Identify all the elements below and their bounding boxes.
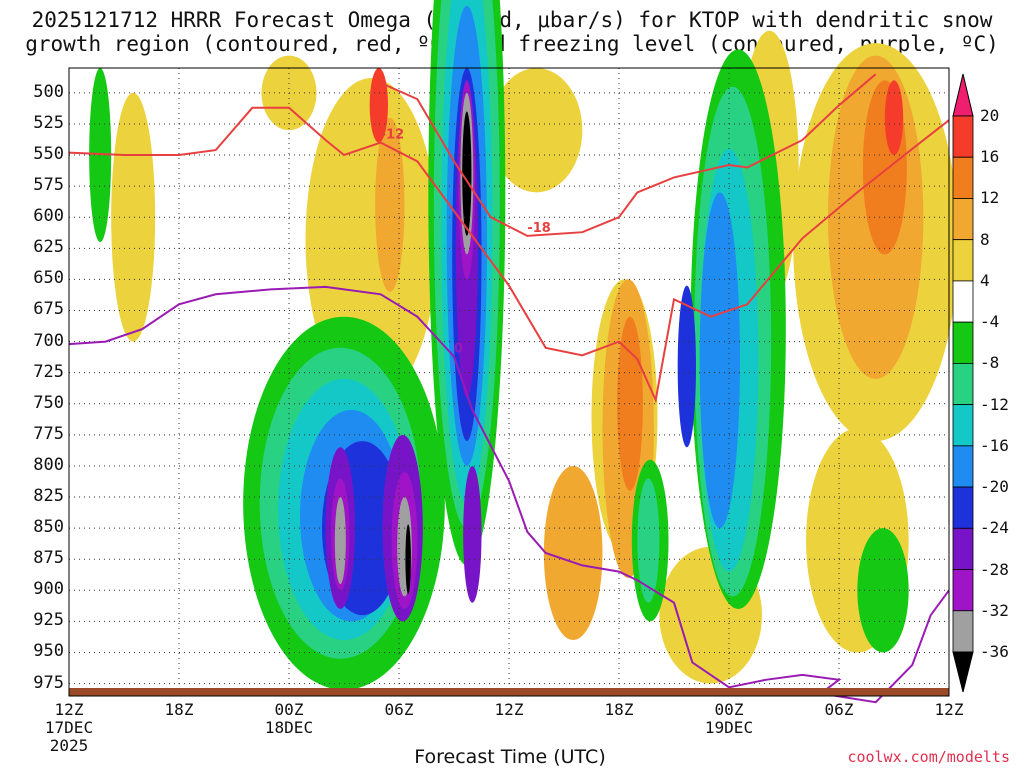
y-tick-label: 625: [33, 237, 64, 258]
omega-field-shading: [89, 0, 959, 690]
colorbar-swatch: [952, 404, 974, 447]
x-tick-label: 18Z: [164, 700, 194, 719]
grid-lines: [68, 68, 950, 696]
omega-shaded-region: [884, 80, 904, 156]
x-tick-label: 00Z: [714, 700, 744, 719]
colorbar-label: 4: [980, 270, 990, 290]
x-tick-label: 06Z: [824, 700, 854, 719]
y-tick-label: 750: [33, 392, 64, 413]
colorbar-swatch: [952, 569, 974, 612]
contour-dendritic--18c: [380, 73, 877, 237]
y-tick-label: 950: [33, 641, 64, 662]
colorbar-swatch: [952, 156, 974, 199]
colorbar-swatch: [952, 280, 974, 323]
y-tick-label: 925: [33, 610, 64, 631]
y-tick-label: 575: [33, 175, 64, 196]
contour-lines: -12 -18 0: [68, 73, 950, 704]
colorbar-max-arrow: [952, 73, 974, 117]
colorbar-label: -4: [980, 312, 1000, 332]
omega-shaded-region: [334, 497, 346, 585]
omega-shaded-region: [111, 92, 156, 342]
contour-label: -12: [381, 128, 405, 143]
colorbar-label: -12: [980, 394, 1009, 414]
x-tick-label: 12Z: [54, 700, 84, 719]
omega-shaded-region: [463, 465, 482, 603]
x-tick-label: 18DEC: [264, 718, 314, 737]
colorbar-swatch: [952, 445, 974, 488]
omega-shaded-region: [699, 192, 740, 529]
contour-dendritic--12c: [68, 106, 950, 404]
x-tick-label: 17DEC: [44, 718, 94, 737]
omega-shaded-region: [375, 117, 405, 292]
colorbar-swatch: [952, 198, 974, 241]
y-tick-label: 650: [33, 268, 64, 289]
x-axis-title: Forecast Time (UTC): [414, 746, 606, 768]
omega-shaded-region: [543, 465, 603, 641]
colorbar-label: -16: [980, 435, 1009, 455]
plot-frame: [68, 67, 950, 697]
omega-shaded-region: [490, 68, 583, 193]
colorbar-label: 8: [980, 229, 990, 249]
y-tick-label: 825: [33, 486, 64, 507]
colorbar-swatch: [952, 610, 974, 653]
colorbar-swatch: [952, 362, 974, 406]
credit-text: coolwx.com/modelts: [847, 748, 1010, 766]
colorbar-label: -8: [980, 353, 1000, 373]
y-tick-label: 700: [33, 330, 64, 351]
colorbar-swatch: [952, 239, 974, 282]
omega-shaded-region: [857, 528, 909, 653]
colorbar-swatch: [952, 486, 974, 529]
y-tick-label: 725: [33, 361, 64, 382]
x-tick-label: 19DEC: [704, 718, 754, 737]
y-tick-label: 900: [33, 579, 64, 600]
colorbar-label: 12: [980, 188, 1000, 208]
colorbar-label: 20: [980, 106, 1000, 125]
contour-label: -18: [527, 221, 551, 236]
colorbar-label: 16: [980, 147, 1000, 167]
terrain-ground: [69, 688, 949, 696]
contour-label: 0: [454, 342, 463, 357]
y-tick-label: 850: [33, 517, 64, 538]
colorbar: [952, 73, 974, 693]
colorbar-swatch: [952, 115, 974, 158]
colorbar-label: -28: [980, 559, 1009, 579]
y-tick-label: 600: [33, 206, 64, 227]
y-tick-label: 800: [33, 454, 64, 475]
omega-shaded-region: [462, 111, 472, 236]
x-tick-label: 12Z: [934, 700, 964, 719]
x-tick-label: 12Z: [494, 700, 524, 719]
y-tick-label: 975: [33, 672, 64, 693]
colorbar-label: -24: [980, 518, 1009, 538]
omega-shaded-region: [637, 478, 660, 603]
x-tick-label: 2025: [49, 736, 89, 755]
colorbar-swatch: [952, 321, 974, 364]
y-tick-label: 775: [33, 423, 64, 444]
omega-shaded-region: [617, 316, 643, 491]
colorbar-label: -20: [980, 477, 1009, 497]
colorbar-label: -36: [980, 642, 1009, 661]
contour-freezing-level-0c: [68, 285, 950, 704]
colorbar-swatch: [952, 527, 974, 570]
x-tick-label: 06Z: [384, 700, 414, 719]
omega-shaded-region: [89, 67, 112, 243]
y-tick-label: 500: [33, 81, 64, 102]
colorbar-label: -32: [980, 600, 1009, 620]
omega-shaded-region: [677, 285, 696, 448]
y-tick-label: 550: [33, 144, 64, 165]
y-tick-label: 525: [33, 112, 64, 133]
omega-shaded-region: [405, 524, 411, 595]
x-tick-label: 00Z: [274, 700, 304, 719]
chart-title-line1: 2025121712 HRRR Forecast Omega (shaded, …: [31, 8, 993, 32]
y-tick-label: 675: [33, 299, 64, 320]
y-tick-label: 875: [33, 548, 64, 569]
chart-title-line2: growth region (contoured, red, ºC) and f…: [25, 32, 999, 56]
x-tick-label: 18Z: [604, 700, 634, 719]
colorbar-min-arrow: [952, 651, 974, 693]
